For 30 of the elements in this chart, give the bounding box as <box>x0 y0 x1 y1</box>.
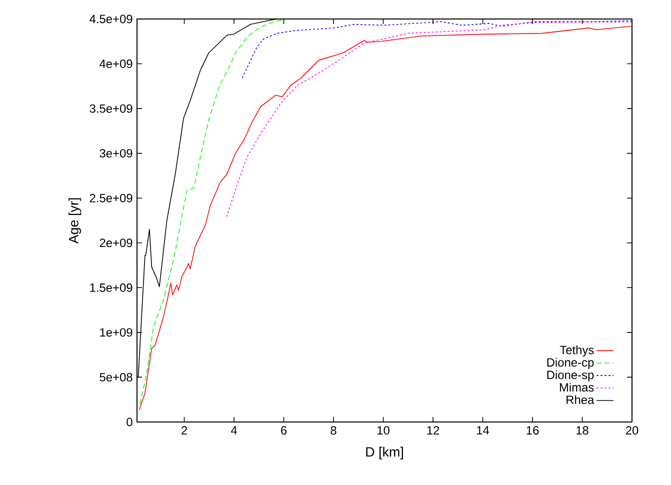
x-tick-label: 6 <box>281 426 287 435</box>
x-tick-label: 8 <box>330 426 336 435</box>
x-tick-label: 4 <box>230 426 237 434</box>
y-tick-label: 1e+09 <box>100 328 132 337</box>
y-tick-label: 5e+08 <box>100 372 132 382</box>
y-tick-label: 4.5e+09 <box>90 14 132 24</box>
y-axis-title: Age [yr] <box>68 198 82 244</box>
legend-label: Tethys <box>560 345 594 357</box>
y-tick-label: 1.5e+09 <box>90 283 132 292</box>
x-axis-title: D [km] <box>366 446 403 460</box>
y-tick-label: 2.5e+09 <box>90 194 132 202</box>
x-tick-label: 14 <box>477 426 490 434</box>
x-tick-label: 16 <box>526 426 539 435</box>
x-tick-label: 12 <box>427 426 440 435</box>
y-tick-label: 3e+09 <box>100 149 132 158</box>
x-tick-label: 10 <box>378 426 390 435</box>
x-tick-label: 20 <box>626 426 638 435</box>
legend-label: Dione-cp <box>547 358 594 370</box>
x-tick-label: 2 <box>182 426 187 435</box>
y-tick-label: 2e+09 <box>100 238 132 248</box>
y-tick-label: 4e+09 <box>100 60 132 68</box>
y-tick-label: 0 <box>126 418 132 426</box>
line-series <box>140 18 288 404</box>
y-tick-label: 3.5e+09 <box>90 104 132 113</box>
line-series <box>226 21 632 218</box>
legend-label: Dione-sp <box>547 370 594 382</box>
x-tick-label: 18 <box>576 426 588 435</box>
legend-label: Rhea <box>566 395 594 404</box>
line-series <box>242 20 632 78</box>
legend-label: Mimas <box>560 382 594 392</box>
